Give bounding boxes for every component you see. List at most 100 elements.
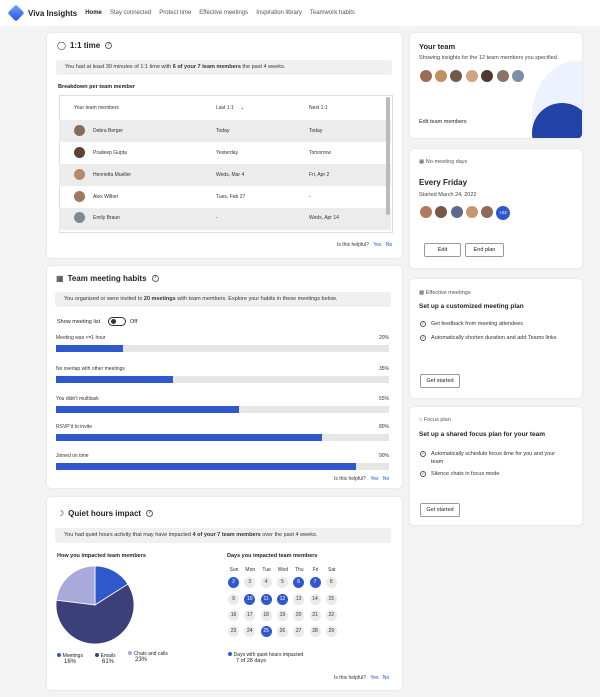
- banner-text-end: the past 4 weeks.: [240, 64, 286, 70]
- nav-teamwork-habits[interactable]: Teamwork habits: [309, 10, 355, 16]
- calendar-day: 18: [260, 610, 272, 621]
- your-team-card: Your team Showing insights for the 12 te…: [410, 33, 582, 138]
- banner-text: You had at least 30 minutes of 1:1 time …: [65, 64, 173, 70]
- people-icon: ◯: [57, 41, 66, 50]
- check-circle-icon: ✓: [420, 451, 426, 457]
- nav-protect-time[interactable]: Protect time: [159, 10, 192, 16]
- calendar-day: 15: [325, 594, 337, 605]
- avatar: [74, 191, 85, 202]
- calendar-day: 20: [293, 610, 305, 621]
- show-meeting-list-toggle[interactable]: [108, 317, 126, 326]
- focus-title: Set up a shared focus plan for your team: [419, 431, 546, 438]
- habit-bar-percent: 80%: [378, 424, 389, 430]
- info-icon[interactable]: ?: [151, 275, 159, 282]
- next-1on1: Fri, Apr 2: [309, 172, 330, 178]
- habit-bar-track: [56, 463, 389, 470]
- focus-plan-card: ○ Focus plan Set up a shared focus plan …: [410, 407, 582, 525]
- helpful-yes-link[interactable]: Yes: [370, 476, 379, 482]
- table-row[interactable]: [59, 208, 391, 230]
- banner-text-end: with team members. Explore your habits i…: [175, 296, 338, 302]
- habit-bar-label: You didn't multitask: [56, 396, 99, 402]
- team-subtitle: Showing insights for the 12 team members…: [419, 55, 559, 61]
- effective-meetings-card: ▩ Effective meetings Set up a customized…: [410, 279, 582, 398]
- habits-title: ▦ Team meeting habits ?: [56, 274, 159, 283]
- info-icon[interactable]: ?: [105, 42, 113, 49]
- avatar: [435, 70, 447, 82]
- check-circle-icon: ✓: [420, 321, 426, 327]
- quiet-title: ☽ Quiet hours impact ?: [57, 509, 154, 518]
- calendar-day: 12: [276, 594, 288, 605]
- calendar-day: 5: [276, 577, 288, 588]
- table-row[interactable]: [59, 164, 391, 186]
- calendar-weekday: Thu: [294, 567, 304, 573]
- toggle-knob: [111, 319, 116, 324]
- helpful-text: Is this helpful?: [334, 675, 366, 681]
- banner-text: You organized or were invited to: [64, 296, 144, 302]
- banner-bold: 6 of your 7 team members: [172, 64, 241, 70]
- calendar-day: 3: [244, 577, 256, 588]
- top-nav-bar: Viva Insights Home Stay connected Protec…: [0, 0, 600, 26]
- focus-item-text: Automatically schedule focus time for yo…: [431, 451, 556, 457]
- app-title: Viva Insights: [28, 8, 78, 18]
- legend-dot: [57, 653, 61, 657]
- col-header-members: Your team members: [74, 105, 119, 111]
- avatar: [481, 206, 493, 218]
- last-1on1: Yesterday: [216, 150, 239, 156]
- effective-item: ✓ Get feedback from meeting attendees: [420, 321, 523, 327]
- calendar-day: 9: [228, 594, 239, 605]
- edit-button[interactable]: Edit: [424, 243, 461, 257]
- last-1on1: -: [216, 215, 218, 221]
- legend-dot: [95, 653, 99, 657]
- team-edit-link[interactable]: Edit team members: [419, 119, 467, 125]
- calendar-day: 22: [325, 610, 337, 621]
- habit-bar-fill: [56, 376, 173, 383]
- helpful-no-link[interactable]: No: [385, 242, 393, 248]
- calendar-title: Days you impacted team members: [227, 553, 318, 559]
- helpful-no-link[interactable]: No: [382, 476, 390, 482]
- habit-bar-fill: [56, 406, 240, 413]
- next-1on1: -: [309, 194, 311, 200]
- habit-bar-track: [56, 345, 389, 352]
- legend-name: Chats and calls: [133, 651, 168, 657]
- get-started-button[interactable]: Get started: [420, 374, 460, 388]
- avatar: [420, 206, 432, 218]
- one-on-one-title-text: 1:1 time: [69, 41, 101, 50]
- helpful-no-link[interactable]: No: [382, 675, 390, 681]
- helpful-yes-link[interactable]: Yes: [370, 675, 379, 681]
- nav-effective-meetings[interactable]: Effective meetings: [199, 10, 249, 16]
- focus-item: ✓ Automatically schedule focus time for y…: [420, 451, 555, 457]
- end-plan-button[interactable]: End plan: [465, 243, 504, 257]
- no-meeting-label: ▦ No-meeting days: [419, 159, 467, 165]
- table-scrollbar[interactable]: [386, 97, 390, 215]
- next-1on1: Tomorrow: [309, 150, 331, 156]
- calendar-day: 16: [228, 610, 239, 621]
- legend-name: Emails: [100, 653, 116, 659]
- table-row[interactable]: [59, 120, 391, 142]
- habit-bar-label: Joined on time: [56, 453, 89, 459]
- calendar-weekday: Fri: [312, 567, 319, 573]
- no-meeting-started: Started March 24, 2022: [419, 192, 477, 198]
- moon-clock-icon: ☽: [57, 509, 65, 518]
- nav-stay-connected[interactable]: Stay connected: [109, 10, 152, 16]
- helpful-prompt: Is this helpful? Yes No: [334, 476, 389, 482]
- last-1on1: Weds, Mar 4: [216, 172, 245, 178]
- calendar-day: 27: [293, 626, 305, 637]
- helpful-text: Is this helpful?: [337, 242, 369, 248]
- last-1on1: Today: [216, 128, 230, 134]
- calendar-legend-text: Days with quiet hours impacted: [233, 652, 304, 658]
- banner-bold: 4 of your 7 team members: [192, 532, 261, 538]
- avatar: [74, 147, 85, 158]
- col-header-last[interactable]: Last 1:1 ⌄: [216, 105, 244, 111]
- helpful-yes-link[interactable]: Yes: [373, 242, 382, 248]
- nav-inspiration-library[interactable]: Inspiration library: [256, 10, 302, 16]
- calendar-day: 4: [260, 577, 272, 588]
- avatar: [512, 70, 524, 82]
- one-on-one-title: ◯ 1:1 time ?: [57, 41, 113, 50]
- nav-home[interactable]: Home: [85, 10, 102, 16]
- habit-bar-percent: 90%: [378, 453, 389, 459]
- calendar-day: 23: [228, 626, 239, 637]
- avatar: [451, 206, 463, 218]
- get-started-button[interactable]: Get started: [420, 503, 460, 517]
- calendar-day: 28: [309, 626, 321, 637]
- info-icon[interactable]: ?: [146, 510, 154, 517]
